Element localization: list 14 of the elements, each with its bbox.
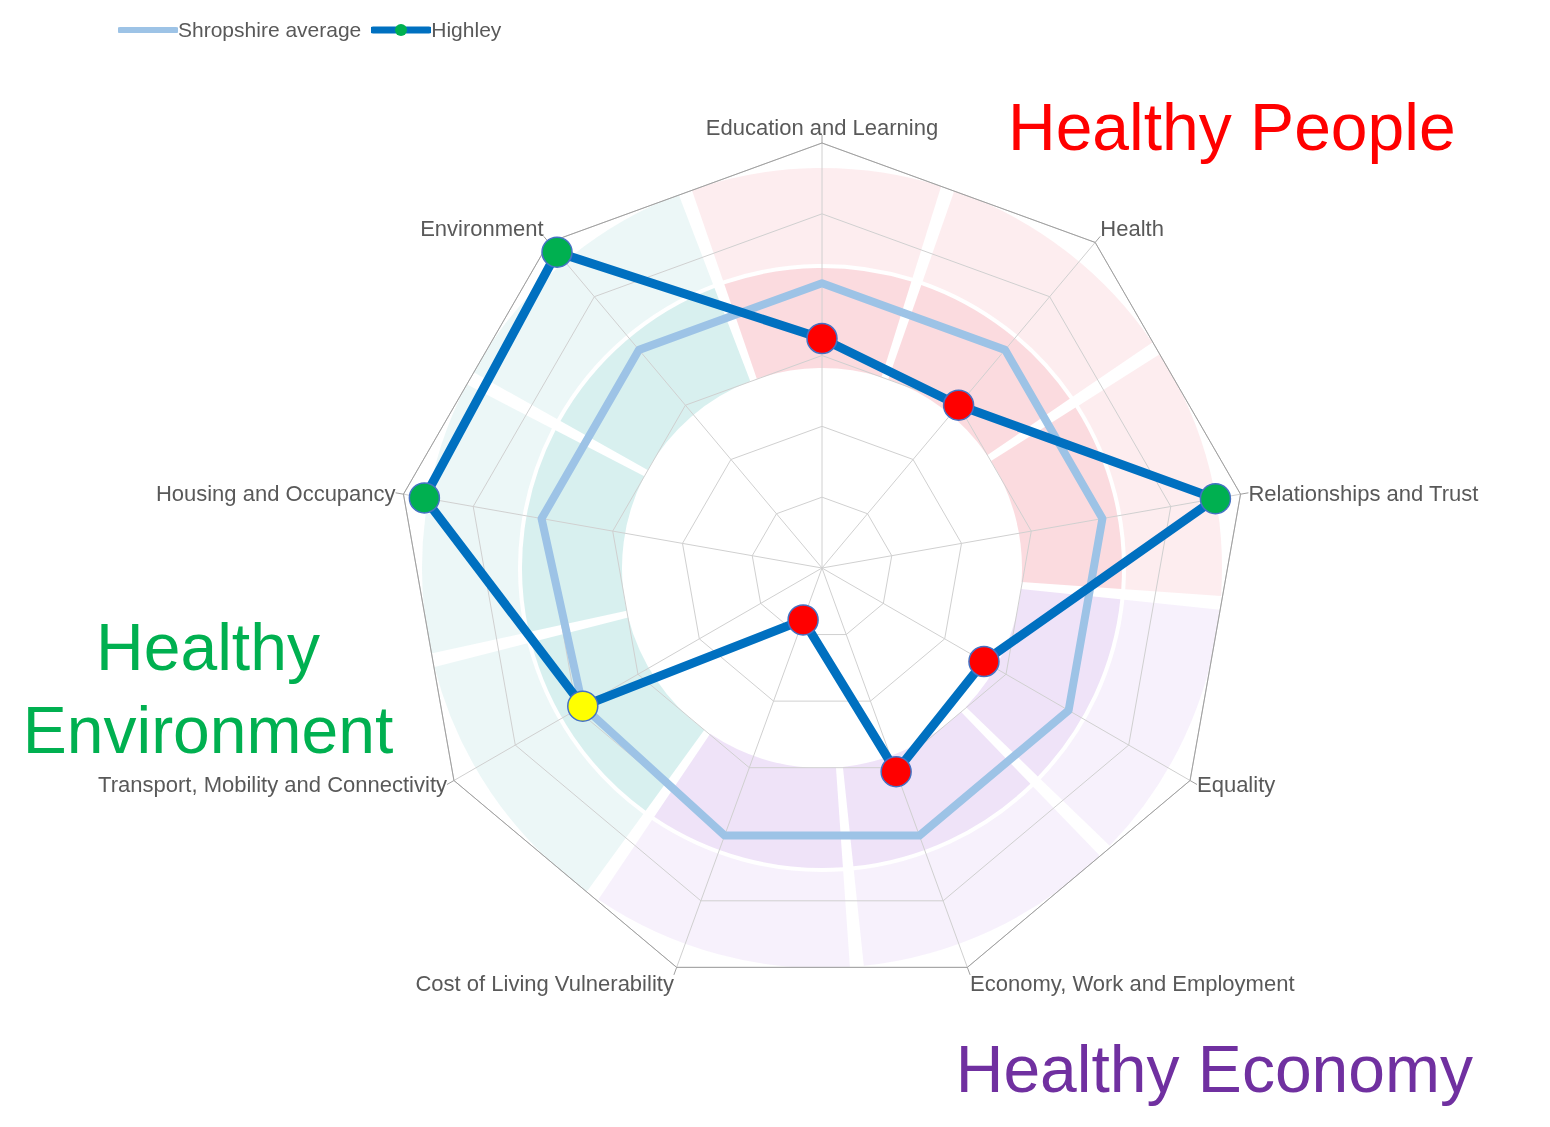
spoke-label: Education and Learning: [705, 115, 939, 140]
spoke-label: Health: [1100, 216, 1164, 242]
legend-label: Shropshire average: [178, 18, 362, 42]
legend-label: Highley: [431, 18, 502, 42]
text: Healthy Economy: [954, 1031, 1473, 1108]
spoke-label: Relationships and Trust: [1248, 480, 1479, 506]
spoke-label: Cost of Living Vulnerability: [415, 970, 674, 996]
text: Healthy Environment: [21, 609, 395, 769]
spoke-label: Environment: [420, 216, 544, 242]
spoke-label: Equality: [1196, 772, 1276, 798]
spoke-label: Housing and Occupancy: [155, 480, 396, 506]
text: Healthy People: [1008, 89, 1457, 166]
spoke-label: Transport, Mobility and Connectivity: [98, 772, 448, 798]
spoke-label: Economy, Work and Employment: [970, 970, 1295, 996]
